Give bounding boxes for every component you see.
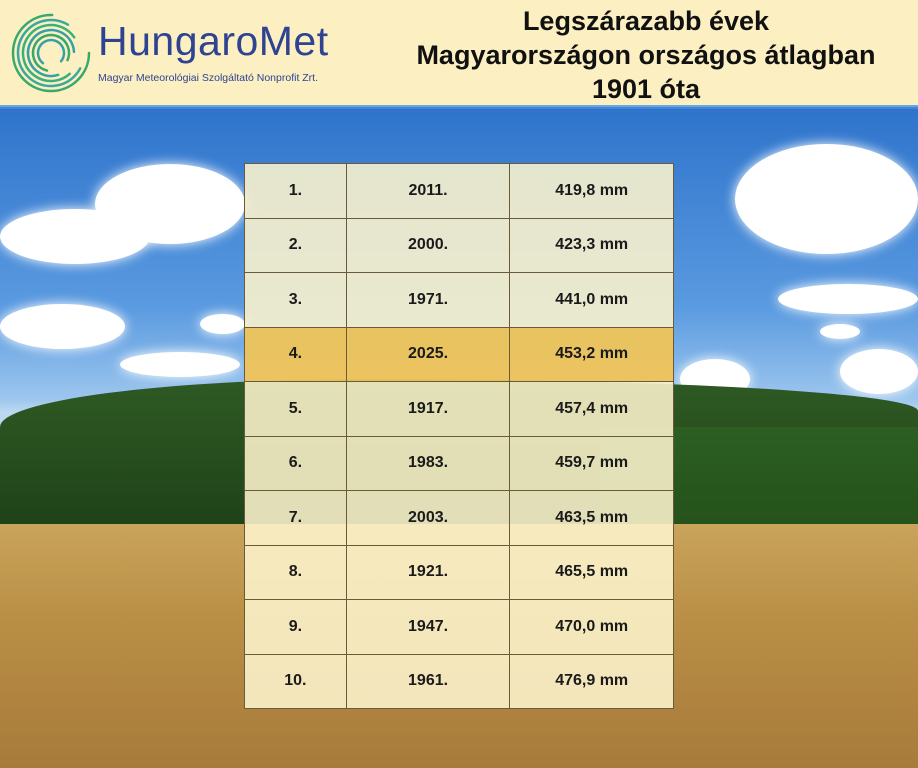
title-line: Magyarországon országos átlagban <box>416 40 876 70</box>
year-cell: 2025. <box>345 326 511 382</box>
table-row: 7. 2003. 463,5 mm <box>244 490 674 546</box>
table-row: 9. 1947. 470,0 mm <box>244 599 674 655</box>
cloud <box>840 349 918 394</box>
precipitation-cell: 441,0 mm <box>509 272 674 328</box>
year-cell: 2011. <box>345 163 511 219</box>
precipitation-cell: 419,8 mm <box>509 163 674 219</box>
brand-subtitle: Magyar Meteorológiai Szolgáltató Nonprof… <box>98 72 319 84</box>
table-row: 3. 1971. 441,0 mm <box>244 272 674 328</box>
title-line: 1901 óta <box>591 74 701 104</box>
cloud <box>120 352 240 377</box>
brand-name: HungaroMet <box>98 18 329 64</box>
table-row: 6. 1983. 459,7 mm <box>244 435 674 491</box>
precipitation-cell: 470,0 mm <box>509 599 674 655</box>
cloud <box>820 324 860 339</box>
header: HungaroMet Magyar Meteorológiai Szolgált… <box>0 0 918 107</box>
precipitation-cell: 476,9 mm <box>509 653 674 709</box>
cloud <box>778 284 918 314</box>
table-row: 1. 2011. 419,8 mm <box>244 163 674 219</box>
rank-cell: 2. <box>244 217 347 273</box>
table-row: 8. 1921. 465,5 mm <box>244 544 674 600</box>
precipitation-cell: 459,7 mm <box>509 435 674 491</box>
hungaromet-logo-icon <box>11 13 91 93</box>
precipitation-cell: 457,4 mm <box>509 381 674 437</box>
rank-cell: 7. <box>244 490 347 546</box>
rank-cell: 4. <box>244 326 347 382</box>
cloud <box>735 144 918 254</box>
table-row: 2. 2000. 423,3 mm <box>244 217 674 273</box>
year-cell: 1961. <box>345 653 511 709</box>
cloud <box>0 304 125 349</box>
year-cell: 1971. <box>345 272 511 328</box>
table-row: 10. 1961. 476,9 mm <box>244 653 674 709</box>
year-cell: 1983. <box>345 435 511 491</box>
rank-cell: 1. <box>244 163 347 219</box>
rank-cell: 8. <box>244 544 347 600</box>
rank-cell: 10. <box>244 653 347 709</box>
year-cell: 1917. <box>345 381 511 437</box>
year-cell: 2000. <box>345 217 511 273</box>
year-cell: 2003. <box>345 490 511 546</box>
cloud <box>95 164 245 244</box>
precipitation-cell: 423,3 mm <box>509 217 674 273</box>
rank-cell: 9. <box>244 599 347 655</box>
year-cell: 1921. <box>345 544 511 600</box>
rank-cell: 6. <box>244 435 347 491</box>
precipitation-cell: 463,5 mm <box>509 490 674 546</box>
precipitation-cell: 453,2 mm <box>509 326 674 382</box>
rank-cell: 5. <box>244 381 347 437</box>
table-row: 5. 1917. 457,4 mm <box>244 381 674 437</box>
driest-years-table: 1. 2011. 419,8 mm 2. 2000. 423,3 mm 3. 1971. 441… <box>244 163 674 709</box>
rank-cell: 3. <box>244 272 347 328</box>
year-cell: 1947. <box>345 599 511 655</box>
table-row: 4. 2025. 453,2 mm <box>244 326 674 382</box>
title-line: Legszárazabb évek <box>522 6 770 36</box>
precipitation-cell: 465,5 mm <box>509 544 674 600</box>
cloud <box>200 314 245 334</box>
page-title: Legszárazabb évek Magyarországon országo… <box>376 4 916 106</box>
